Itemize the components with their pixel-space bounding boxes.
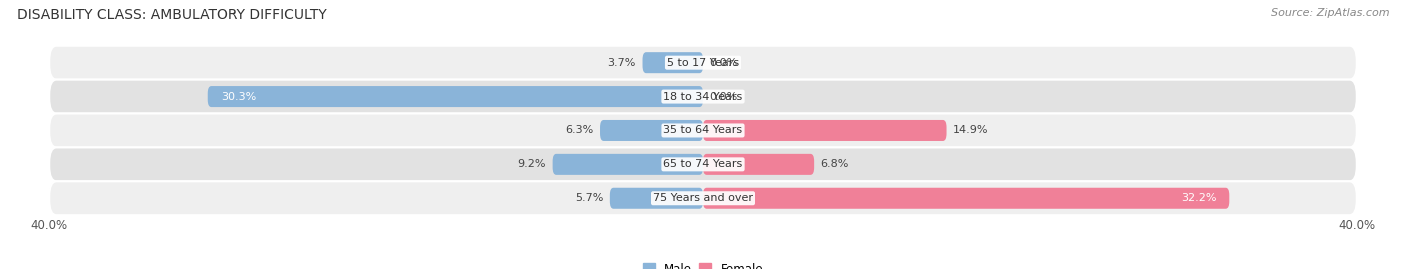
FancyBboxPatch shape bbox=[703, 188, 1229, 209]
FancyBboxPatch shape bbox=[643, 52, 703, 73]
FancyBboxPatch shape bbox=[49, 46, 1357, 80]
Text: 35 to 64 Years: 35 to 64 Years bbox=[664, 125, 742, 136]
Legend: Male, Female: Male, Female bbox=[638, 258, 768, 269]
Text: 5.7%: 5.7% bbox=[575, 193, 603, 203]
Text: 0.0%: 0.0% bbox=[710, 58, 738, 68]
FancyBboxPatch shape bbox=[49, 80, 1357, 114]
Text: 0.0%: 0.0% bbox=[710, 91, 738, 102]
FancyBboxPatch shape bbox=[208, 86, 703, 107]
FancyBboxPatch shape bbox=[49, 147, 1357, 181]
Text: 3.7%: 3.7% bbox=[607, 58, 636, 68]
Text: 5 to 17 Years: 5 to 17 Years bbox=[666, 58, 740, 68]
FancyBboxPatch shape bbox=[600, 120, 703, 141]
Text: 6.3%: 6.3% bbox=[565, 125, 593, 136]
Text: 6.8%: 6.8% bbox=[821, 159, 849, 169]
Text: 75 Years and over: 75 Years and over bbox=[652, 193, 754, 203]
Text: 9.2%: 9.2% bbox=[517, 159, 546, 169]
Text: 30.3%: 30.3% bbox=[221, 91, 256, 102]
Text: 65 to 74 Years: 65 to 74 Years bbox=[664, 159, 742, 169]
Text: 14.9%: 14.9% bbox=[953, 125, 988, 136]
FancyBboxPatch shape bbox=[610, 188, 703, 209]
Text: 32.2%: 32.2% bbox=[1181, 193, 1216, 203]
Text: DISABILITY CLASS: AMBULATORY DIFFICULTY: DISABILITY CLASS: AMBULATORY DIFFICULTY bbox=[17, 8, 326, 22]
FancyBboxPatch shape bbox=[703, 120, 946, 141]
FancyBboxPatch shape bbox=[553, 154, 703, 175]
Text: 18 to 34 Years: 18 to 34 Years bbox=[664, 91, 742, 102]
FancyBboxPatch shape bbox=[703, 154, 814, 175]
Text: Source: ZipAtlas.com: Source: ZipAtlas.com bbox=[1271, 8, 1389, 18]
FancyBboxPatch shape bbox=[49, 114, 1357, 147]
FancyBboxPatch shape bbox=[49, 181, 1357, 215]
